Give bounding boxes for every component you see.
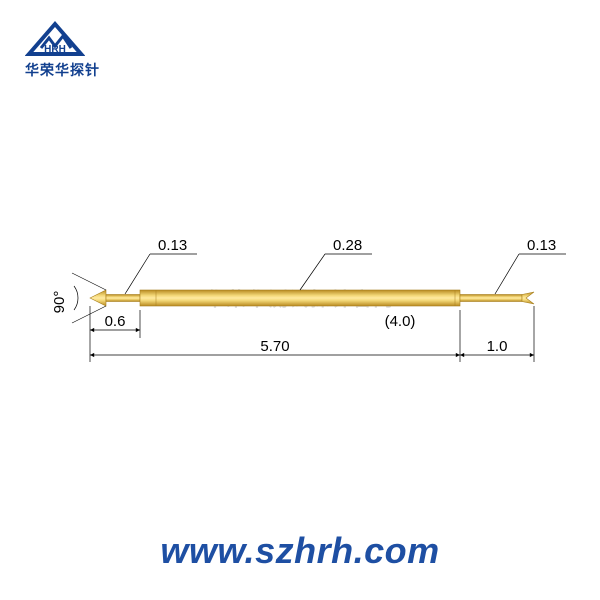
brand-name-cn: 华荣华探针 <box>25 60 100 80</box>
dim-right-diameter: 0.13 <box>527 237 556 254</box>
upper-dimension-leaders <box>125 254 566 294</box>
website-url: www.szhrh.com <box>0 530 600 572</box>
dim-total-length: 5.70 <box>260 338 289 355</box>
lower-dimension-lines <box>90 330 534 355</box>
brand-logo: HRH 华荣华探针 <box>25 20 100 80</box>
dim-stroke-length: (4.0) <box>385 313 416 330</box>
logo-triangle-icon: HRH <box>25 20 85 58</box>
extension-lines <box>90 306 534 362</box>
dim-tip-length: 0.6 <box>105 313 126 330</box>
probe-body <box>90 290 534 306</box>
logo-initials: HRH <box>44 44 66 55</box>
dim-mid-diameter: 0.28 <box>333 237 362 254</box>
dim-tip-angle: 90° <box>51 291 68 314</box>
probe-technical-drawing: 0.13 0.28 0.13 90° 0.6 (4.0) 5.70 1.0 <box>0 210 600 390</box>
dim-tail-length: 1.0 <box>487 338 508 355</box>
dim-left-diameter: 0.13 <box>158 237 187 254</box>
